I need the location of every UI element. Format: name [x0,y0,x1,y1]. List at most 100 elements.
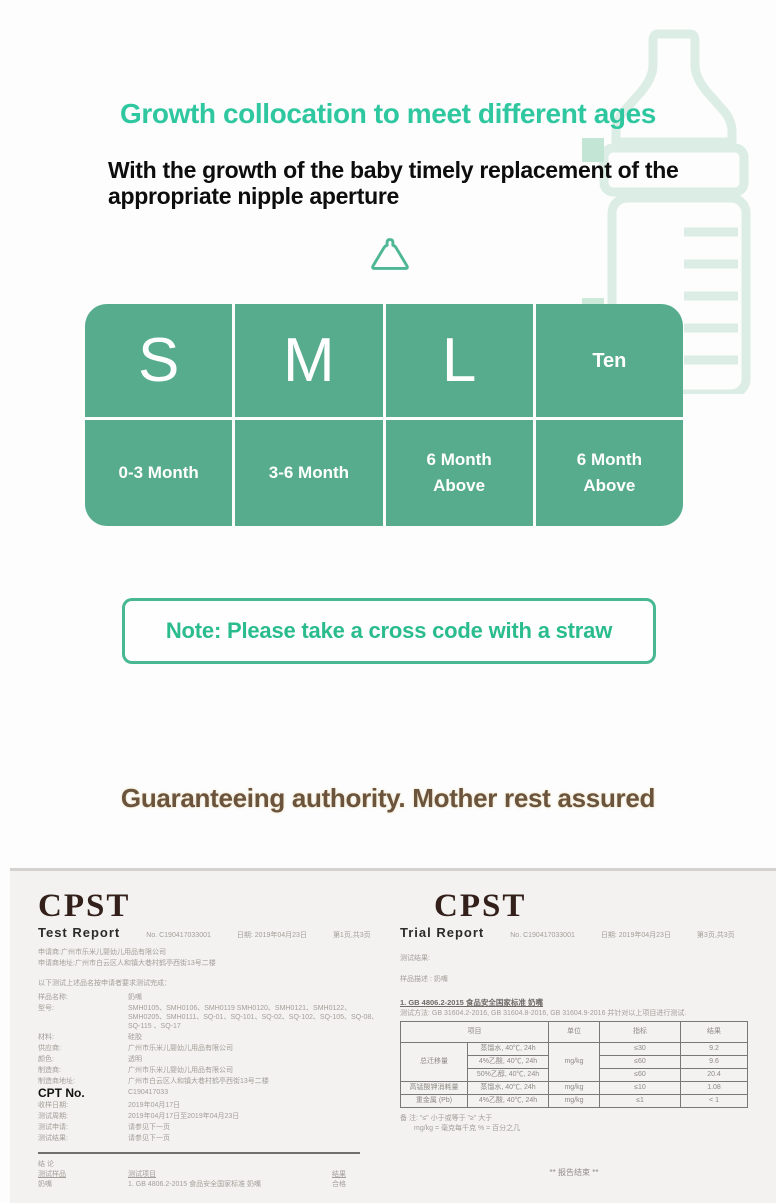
info-value: SMH0105、SMH0106、SMH0119 SMH0120、SMH0121、… [128,1005,379,1030]
size-cell-m: M [235,304,383,417]
certificates-strip: CPST Test Report No. C190417033001 日期: 2… [10,868,776,1203]
conclusion-table: 测试样品 测试项目 结果 奶嘴 1. GB 4806.2-2015 食品安全国家… [38,1170,383,1190]
report-end-mark: ** 报告结束 ** [549,1168,599,1177]
report-header-row: Test Report No. C190417033001 日期: 2019年0… [38,925,383,940]
table-row: 4%乙酸, 40℃, 24h ≤60 9.6 [401,1055,748,1069]
table-row: 总迁移量 蒸馏水, 40℃, 24h mg/kg ≤30 9.2 [400,1042,748,1082]
trial-report-certificate: CPST Trial Report No. C190417033001 日期: … [400,889,772,1178]
unit-cell: mg/kg [548,1042,600,1082]
limit-cell: ≤30 [599,1042,681,1056]
note-box: Note: Please take a cross code with a st… [122,598,656,664]
size-cell-ten: Ten [535,304,683,417]
subtitle-line-2: appropriate nipple aperture [108,183,399,209]
standard-section-title: 1. GB 4806.2-2015 食品安全国家标准 奶嘴 [400,998,543,1007]
unit-cell: mg/kg [548,1094,600,1108]
info-value: 透明 [128,1056,142,1063]
info-value: 请参见下一页 [128,1124,170,1131]
report-type: Trial Report [400,925,485,940]
limit-cell: ≤1 [599,1094,681,1108]
sample-info-rows: 样品名称: 奶嘴 型号: SMH0105、SMH0106、SMH0119 SMH01… [38,993,383,1143]
info-label: 型号: [38,1005,54,1012]
unit-cell: mg/kg [548,1081,600,1095]
size-letter: M [283,325,335,395]
condition-cell: 4%乙酸, 40℃, 24h [467,1055,549,1069]
table-row: 高锰酸钾消耗量 蒸馏水, 40℃, 24h mg/kg ≤10 1.08 [400,1081,748,1095]
divider-line [38,1152,360,1154]
report-header-row: Trial Report No. C190417033001 日期: 2019年… [400,925,772,940]
result-cell: 9.2 [680,1042,748,1056]
age-cell-m: 3-6 Month [235,420,383,526]
conclusion-header: 测试项目 [128,1171,156,1178]
condition-cell: 蒸馏水, 40℃, 24h [467,1042,549,1056]
info-label: 供应商: [38,1045,61,1052]
test-report-certificate: CPST Test Report No. C190417033001 日期: 2… [38,889,383,1190]
conclusion-title: 结 论 [38,1161,54,1168]
conclusion-cell: 奶嘴 [38,1181,52,1188]
report-number: No. C190417033001 [510,932,575,939]
info-value: 广州市白云区人和镇大巷村鹤亭西街13号二楼 [128,1078,269,1085]
report-date: 日期: 2019年04月23日 [600,932,671,939]
age-range-extra: Above [583,476,636,495]
size-cell-l: L [385,304,533,417]
limit-cell: ≤60 [599,1055,681,1069]
note-text: Note: Please take a cross code with a st… [165,618,613,643]
age-cell-ten: 6 Month Above [535,420,683,526]
condition-cell: 蒸馏水, 40℃, 24h [467,1081,549,1095]
info-value: 广州市乐米儿婴幼儿用品有限公司 [128,1045,233,1052]
conclusion-header: 测试样品 [38,1171,66,1178]
info-value: 2019年04月17日至2019年04月23日 [128,1113,240,1120]
info-label: 制造商: [38,1067,61,1074]
footnotes: 备 注: "≤" 小于或等于 "≥" 大于 mg/kg = 毫克每千克 % = … [400,1114,772,1134]
result-label: 测试结果: [400,955,430,962]
result-cell: < 1 [680,1094,748,1108]
cpt-no-label: CPT No. [38,1086,85,1100]
conclusion-cell: 1. GB 4806.2-2015 食品安全国家标准 奶嘴 [128,1181,262,1188]
item-group: 高锰酸钾消耗量 [400,1081,468,1095]
footnote-line: 备 注: "≤" 小于或等于 "≥" 大于 [400,1115,493,1122]
info-label: 颜色: [38,1056,54,1063]
nipple-icon [368,237,412,271]
condition-cell: 4%乙酸, 40℃, 24h [467,1094,549,1108]
size-table: S M L Ten 0-3 Month 3-6 Month 6 Month Ab… [85,304,683,526]
page-title: Growth collocation to meet different age… [120,98,656,129]
info-value: 奶嘴 [128,994,142,1001]
table-header-row: 项目 单位 指标 结果 [400,1021,748,1043]
item-group: 总迁移量 [400,1042,468,1082]
result-cell: 9.6 [680,1055,748,1069]
assurance-title: Guaranteeing authority. Mother rest assu… [120,783,656,813]
info-value: 广州市乐米儿婴幼儿用品有限公司 [128,1067,233,1074]
age-range: 3-6 Month [268,463,350,482]
subtitle-line-1: With the growth of the baby timely repla… [108,157,679,183]
info-label: 材料: [38,1034,54,1041]
result-table: 项目 单位 指标 结果 总迁移量 蒸馏水, 40℃, 24h mg/kg ≤30… [400,1021,748,1108]
conclusion-header: 结果 [332,1171,346,1178]
age-range-extra: Above [433,476,486,495]
age-cell-l: 6 Month Above [385,420,533,526]
age-range: 0-3 Month [118,463,199,482]
report-date: 日期: 2019年04月23日 [236,932,307,939]
info-label: 测试周期: [38,1113,68,1120]
limit-cell: ≤60 [599,1068,681,1082]
info-label: 测试结果: [38,1135,68,1142]
age-range: 6 Month [426,450,492,469]
report-page: 第1页,共3页 [332,932,371,939]
info-label: 测试申请: [38,1124,68,1131]
info-label: 制造商地址: [38,1078,75,1085]
result-cell: 1.08 [680,1081,748,1095]
info-value: 硅胶 [128,1034,142,1041]
limit-cell: ≤10 [599,1081,681,1095]
size-letter: S [137,325,180,395]
condition-cell: 50%乙醇, 40℃, 24h [467,1068,549,1082]
info-value: 请参见下一页 [128,1135,170,1142]
col-limit: 指标 [599,1021,681,1043]
size-cell-s: S [85,304,233,417]
page-subtitle: With the growth of the baby timely repla… [108,157,683,209]
cpst-logo: CPST [434,888,527,924]
sample-description: 样品描述 : 奶嘴 [400,976,448,983]
col-unit: 单位 [548,1021,600,1043]
age-cell-s: 0-3 Month [85,420,233,526]
footnote-line: mg/kg = 毫克每千克 % = 百分之几 [414,1125,521,1132]
col-item: 项目 [400,1021,549,1043]
applicant-address-line: 申请商地址:广州市白云区人和镇大巷村鹤亭西街13号二楼 [38,960,216,967]
intro-line: 以下测试上述品名按申请者要求测试完成： [38,980,171,987]
